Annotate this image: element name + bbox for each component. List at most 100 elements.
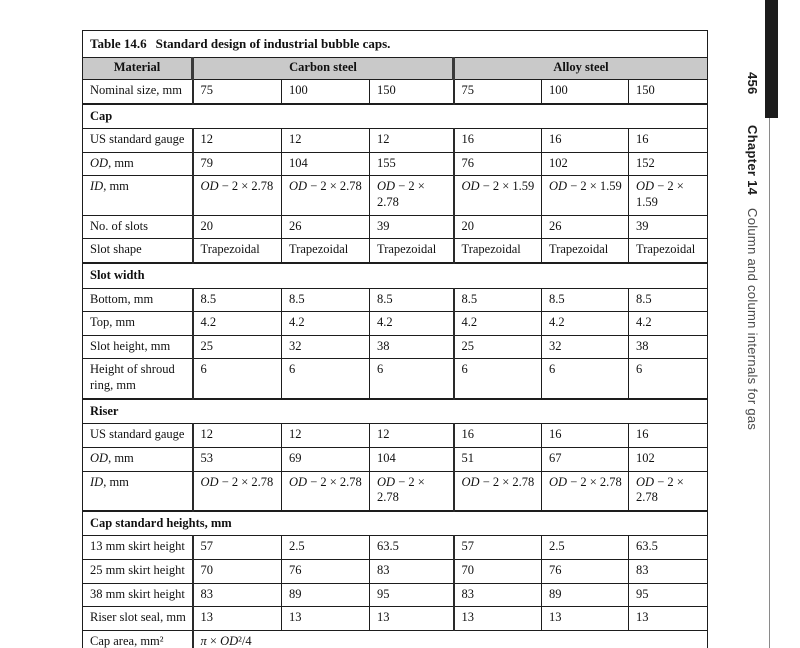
value-cell: 6 xyxy=(191,358,282,400)
value-cell: 4.2 xyxy=(452,311,542,336)
row-label: OD, mm xyxy=(82,446,193,472)
value-cell: 4.2 xyxy=(191,311,282,336)
value-cell: 13 xyxy=(541,606,629,631)
value-cell: 89 xyxy=(281,582,370,608)
table-title-row: Table 14.6 Standard design of industrial … xyxy=(81,29,709,59)
value-cell: 76 xyxy=(452,151,542,177)
value-cell: 38 xyxy=(369,334,454,360)
table-row: US standard gauge 12 12 12 16 16 16 xyxy=(82,128,709,153)
value-cell: 13 xyxy=(627,606,709,631)
value-cell: 8.5 xyxy=(541,287,629,313)
value-cell: OD − 2 × 2.78 xyxy=(281,470,370,512)
value-cell: 20 xyxy=(452,214,542,240)
value-cell: 150 xyxy=(369,78,454,105)
value-cell: 25 xyxy=(191,334,282,360)
table-row: 25 mm skirt height 70 76 83 70 76 83 xyxy=(82,559,709,584)
value-cell: 8.5 xyxy=(369,287,454,313)
nominal-size-row: Nominal size, mm 75 100 150 75 100 150 xyxy=(82,78,709,105)
value-cell: 32 xyxy=(541,334,629,360)
value-cell: 104 xyxy=(281,151,370,177)
value-cell: 76 xyxy=(281,559,370,584)
value-cell: OD − 2 × 2.78 xyxy=(541,470,629,512)
value-cell: OD − 2 × 2.78 xyxy=(191,470,282,512)
value-cell: 20 xyxy=(191,214,282,240)
value-cell: 8.5 xyxy=(627,287,709,313)
section-header-row: Riser xyxy=(81,397,709,425)
value-cell: Trapezoidal xyxy=(191,238,282,264)
row-label: 38 mm skirt height xyxy=(82,582,193,608)
running-header: 456 Chapter 14 Column and column interna… xyxy=(745,72,760,632)
value-cell: π × OD²/4 xyxy=(191,629,709,648)
bubble-caps-table: Table 14.6 Standard design of industrial … xyxy=(81,29,709,648)
value-cell: OD − 2 × 2.78 xyxy=(369,175,454,216)
row-label: Cap area, mm² xyxy=(82,629,193,648)
value-cell: OD − 2 × 2.78 xyxy=(281,175,370,216)
value-cell: 6 xyxy=(369,358,454,400)
value-cell: 13 xyxy=(369,606,454,631)
value-cell: 16 xyxy=(452,128,542,153)
value-cell: OD − 2 × 2.78 xyxy=(452,470,542,512)
table-row: Cap area, mm² π × OD²/4 xyxy=(82,629,709,648)
row-label: Slot shape xyxy=(82,238,193,264)
value-cell: Trapezoidal xyxy=(541,238,629,264)
group-header-alloy-steel: Alloy steel xyxy=(451,57,709,80)
table-row: OD, mm 79 104 155 76 102 152 xyxy=(82,151,709,177)
value-cell: 16 xyxy=(627,423,709,448)
value-cell: Trapezoidal xyxy=(452,238,542,264)
row-label: US standard gauge xyxy=(82,128,193,153)
value-cell: 67 xyxy=(541,446,629,472)
value-cell: 155 xyxy=(369,151,454,177)
row-label: Bottom, mm xyxy=(82,287,193,313)
value-cell: 70 xyxy=(452,559,542,584)
value-cell: 6 xyxy=(541,358,629,400)
value-cell: 38 xyxy=(627,334,709,360)
page-edge-bar xyxy=(765,0,778,118)
table-row: 38 mm skirt height 83 89 95 83 89 95 xyxy=(82,582,709,608)
value-cell: 2.5 xyxy=(541,535,629,560)
value-cell: 152 xyxy=(627,151,709,177)
value-cell: 26 xyxy=(281,214,370,240)
table-title-cell: Table 14.6 Standard design of industrial … xyxy=(81,29,709,59)
value-cell: OD − 2 × 2.78 xyxy=(627,470,709,512)
value-cell: Trapezoidal xyxy=(627,238,709,264)
value-cell: OD − 2 × 1.59 xyxy=(627,175,709,216)
value-cell: 63.5 xyxy=(627,535,709,560)
table-row: ID, mm OD − 2 × 2.78 OD − 2 × 2.78 OD − 2 ×… xyxy=(82,470,709,512)
value-cell: 4.2 xyxy=(281,311,370,336)
value-cell: 100 xyxy=(281,78,370,105)
table-row: Height of shroud ring, mm 6 6 6 6 6 6 xyxy=(82,358,709,400)
value-cell: 79 xyxy=(191,151,282,177)
material-header: Material xyxy=(82,57,193,80)
value-cell: 57 xyxy=(191,535,282,560)
value-cell: 8.5 xyxy=(281,287,370,313)
section-header-row: Cap xyxy=(81,102,709,130)
value-cell: 69 xyxy=(281,446,370,472)
section-header: Riser xyxy=(81,397,709,425)
value-cell: 16 xyxy=(541,423,629,448)
value-cell: 89 xyxy=(541,582,629,608)
chapter-title: Column and column internals for gas xyxy=(745,207,760,430)
value-cell: 75 xyxy=(452,78,542,105)
row-label: Slot height, mm xyxy=(82,334,193,360)
value-cell: OD − 2 × 2.78 xyxy=(191,175,282,216)
value-cell: 12 xyxy=(281,128,370,153)
section-header-row: Slot width xyxy=(81,261,709,289)
value-cell: 12 xyxy=(191,423,282,448)
value-cell: 8.5 xyxy=(452,287,542,313)
value-cell: 63.5 xyxy=(369,535,454,560)
column-header-row: Material Carbon steel Alloy steel xyxy=(82,57,709,80)
value-cell: 100 xyxy=(541,78,629,105)
value-cell: 83 xyxy=(191,582,282,608)
value-cell: 12 xyxy=(369,423,454,448)
value-cell: 75 xyxy=(191,78,282,105)
value-cell: 83 xyxy=(627,559,709,584)
value-cell: 39 xyxy=(369,214,454,240)
table-number: Table 14.6 xyxy=(90,36,147,51)
value-cell: 6 xyxy=(281,358,370,400)
row-label: ID, mm xyxy=(82,175,193,216)
value-cell: 51 xyxy=(452,446,542,472)
group-header-carbon-steel: Carbon steel xyxy=(191,57,454,80)
table-row: Top, mm 4.2 4.2 4.2 4.2 4.2 4.2 xyxy=(82,311,709,336)
value-cell: 95 xyxy=(627,582,709,608)
section-header: Slot width xyxy=(81,261,709,289)
